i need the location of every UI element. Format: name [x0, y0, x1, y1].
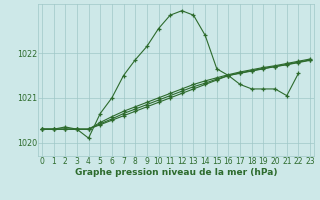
X-axis label: Graphe pression niveau de la mer (hPa): Graphe pression niveau de la mer (hPa) [75, 168, 277, 177]
